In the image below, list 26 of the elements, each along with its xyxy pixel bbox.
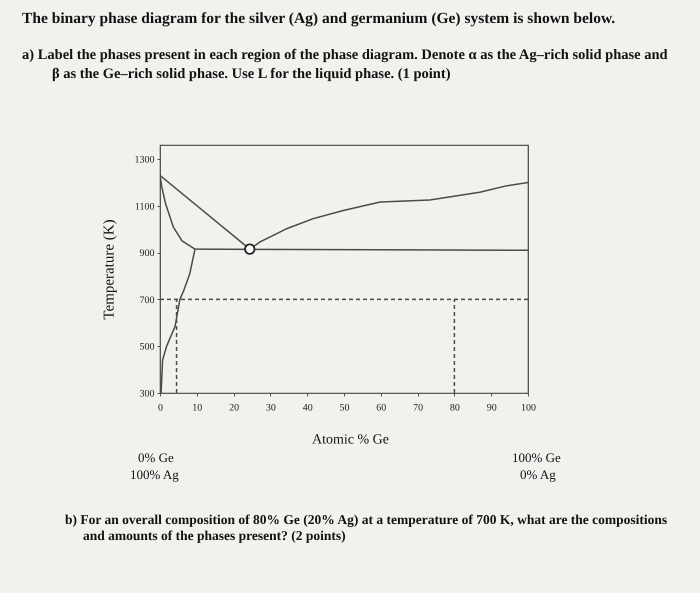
- x-tick-label: 20: [229, 402, 240, 414]
- text: 100% Ag: [130, 467, 179, 483]
- x-tick-label: 40: [302, 402, 313, 414]
- x-axis-title: Atomic % Ge: [312, 432, 389, 448]
- y-axis-title: Temperature (K): [102, 219, 118, 320]
- x-tick-label: 10: [192, 402, 202, 414]
- y-tick-label: 300: [140, 388, 154, 400]
- text: 100% Ge: [512, 450, 561, 466]
- x-tick-label: 80: [450, 402, 460, 414]
- y-tick-label: 900: [140, 248, 154, 260]
- text: b) For an overall composition of 80% Ge (20% Ag) at a temperature of 700 K, what are the compositions and amounts of the phases present? (2 points): [65, 512, 668, 544]
- x-tick-label: 50: [340, 402, 350, 414]
- y-tick-label: 1100: [134, 201, 154, 212]
- x-tick-label: 100: [521, 402, 536, 414]
- x-tick-label: 70: [413, 402, 424, 414]
- text: 0% Ge: [138, 450, 174, 466]
- text: 0% Ag: [520, 467, 556, 483]
- x-tick-label: 60: [376, 402, 386, 414]
- chart-subtitle: a) Label the phases present in each region of the phase diagram. Denote α as the Ag–rich solid phase and β as the Ge–rich solid phase. Use L for the liquid phase. (1 point): [22, 46, 669, 84]
- chart-title: The binary phase diagram for the silver (Ag) and germanium (Ge) system is shown below.: [22, 10, 616, 28]
- x-tick-label: 30: [266, 402, 276, 414]
- y-tick-label: 500: [140, 342, 154, 353]
- x-tick-label: 90: [486, 402, 497, 414]
- y-tick-label: 1300: [134, 154, 154, 166]
- x-tick-label: 0: [158, 402, 163, 414]
- y-tick-label: 700: [140, 294, 154, 306]
